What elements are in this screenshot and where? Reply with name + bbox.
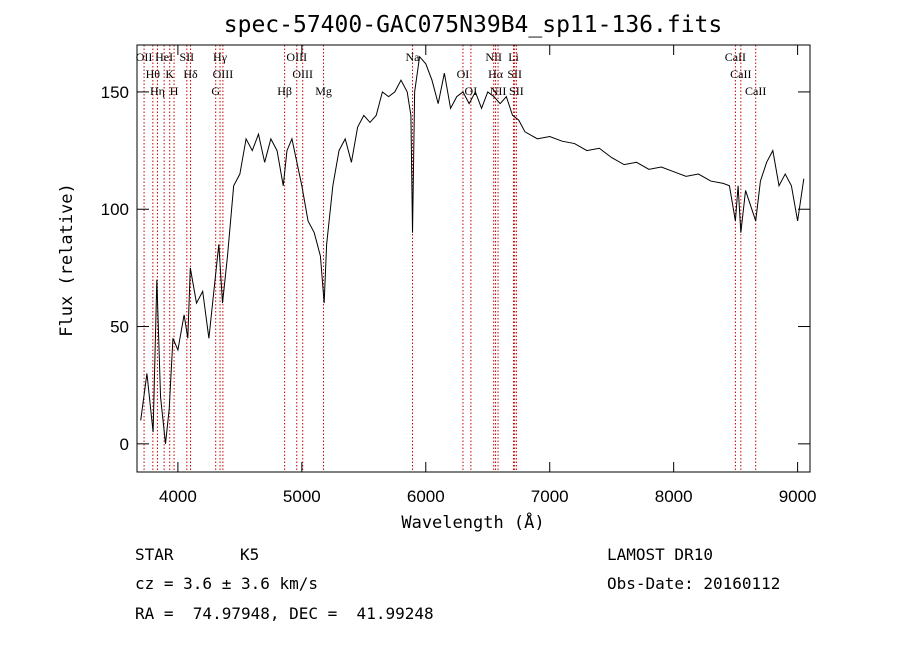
y-tick-label: 50 [110,318,129,337]
object-class: STAR [135,545,174,564]
redshift: cz = 3.6 ± 3.6 km/s [135,574,318,593]
survey: LAMOST DR10 [607,545,713,564]
axes: 4000 5000 6000 7000 8000 9000 0 50 100 150 [101,45,817,506]
chart-title: spec-57400-GAC075N39B4_sp11-136.fits [224,12,723,38]
x-tick-label: 6000 [407,487,445,506]
spectral-line-label: NII [485,50,502,64]
x-tick-label: 7000 [531,487,569,506]
plot-area [140,55,805,444]
plot-frame [136,44,811,473]
spectral-line-label: Hγ [213,50,228,64]
spectrum-line [140,55,805,444]
spectral-lines: OIIHθHηHeIKHSIIHδGHγOIIIHβOIIIOIIIMgNaOI… [136,45,766,472]
y-tick-label: 0 [120,435,129,454]
object-subclass: K5 [240,545,259,564]
spectral-line-label: NII [490,84,507,98]
spectral-line-label: Na [406,50,421,64]
spectral-line-label: OIII [292,67,313,81]
x-tick-label: 8000 [655,487,693,506]
spectral-line-label: OIII [213,67,234,81]
spectral-line-label: CaII [730,67,751,81]
y-tick-label: 150 [101,83,129,102]
spectral-line-label: SII [509,84,524,98]
spectral-line-label: K [165,67,174,81]
spectral-line-label: Hη [150,84,165,98]
spectral-line-label: Mg [315,84,332,98]
spectral-line-label: SII [179,50,194,64]
spectral-line-label: CaII [745,84,766,98]
spectral-line-label: OIII [286,50,307,64]
x-axis-label: Wavelength (Å) [401,511,544,533]
spectral-line-label: HeI [155,50,173,64]
x-tick-label: 5000 [283,487,321,506]
obs-date: Obs-Date: 20160112 [607,574,780,593]
spectral-line-label: Hθ [146,67,161,81]
x-tick-label: 9000 [779,487,817,506]
spectral-line-label: CaII [725,50,746,64]
coordinates: RA = 74.97948, DEC = 41.99248 [135,604,434,623]
spectral-line-label: OI [457,67,470,81]
y-axis-label: Flux (relative) [57,183,77,337]
spectral-line-label: G [211,84,220,98]
spectral-line-label: OII [136,50,153,64]
spectral-line-label: H [170,84,179,98]
spectral-line-label: Hα [488,67,504,81]
spectral-line-label: SII [507,67,522,81]
x-tick-label: 4000 [159,487,197,506]
spectral-line-label: Hβ [277,84,292,98]
spectral-line-label: Li [508,50,519,64]
y-tick-label: 100 [101,200,129,219]
spectral-line-label: Hδ [183,67,198,81]
